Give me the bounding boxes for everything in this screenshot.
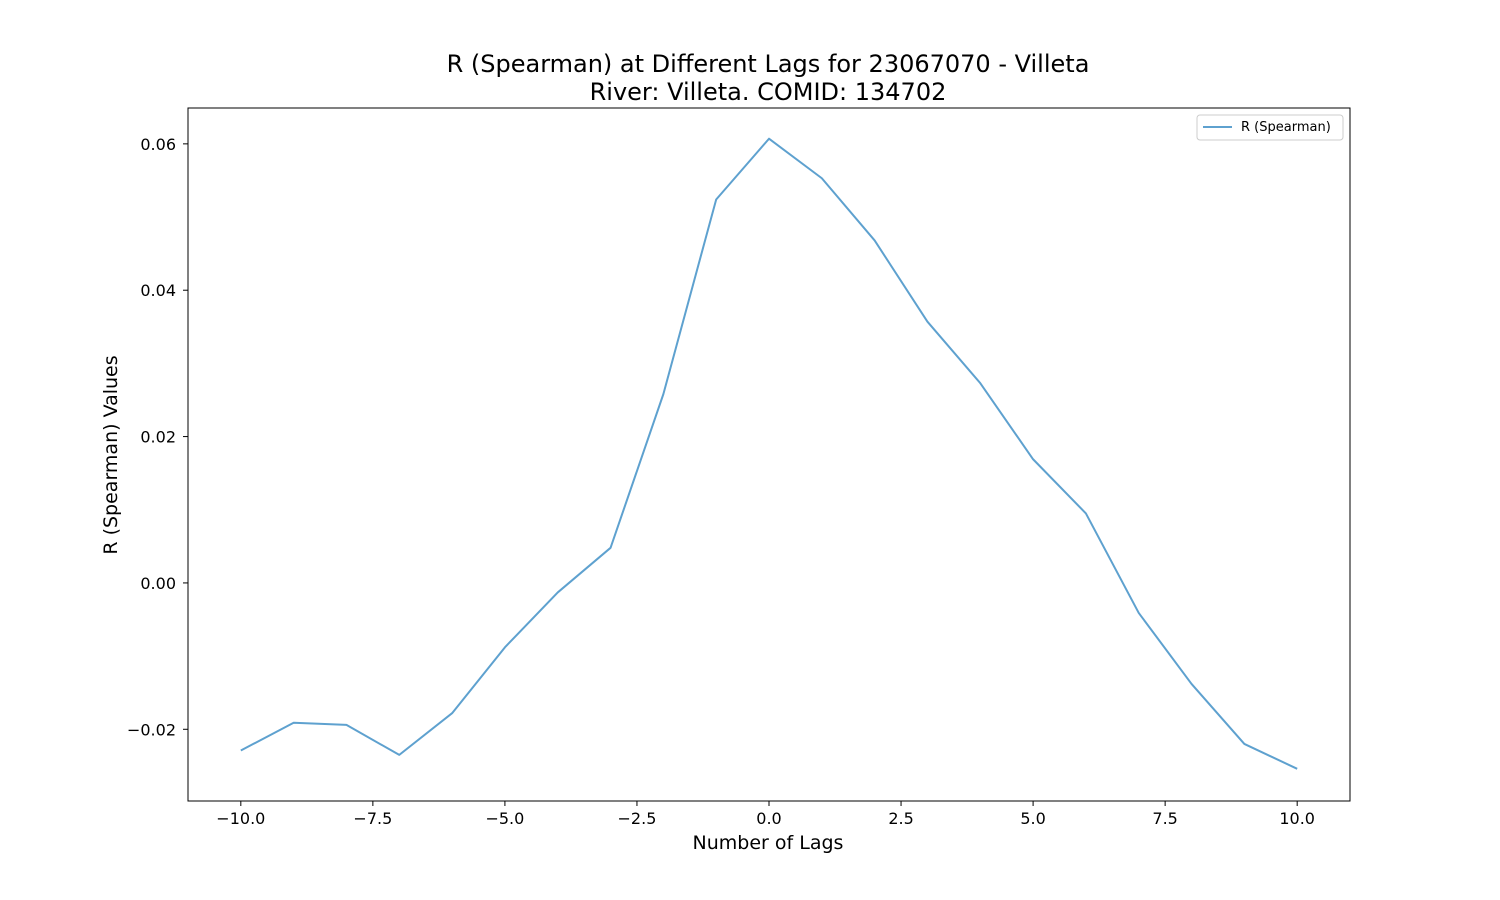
legend-label: R (Spearman) [1241, 120, 1331, 135]
series-layer [240, 137, 1298, 770]
y-tick-label: 0.02 [140, 428, 176, 447]
axes-frame [187, 107, 1351, 802]
x-tick-label: −10.0 [216, 809, 265, 828]
plot-area: −10.0 −7.5 −5.0 −2.5 0.0 2.5 5.0 7.5 10.0 −0.02 0… [127, 107, 1351, 828]
y-axis-label: R (Spearman) Values [100, 355, 122, 554]
y-tick-label: 0.06 [140, 135, 176, 154]
chart-title: R (Spearman) at Different Lags for 23067… [447, 50, 1090, 78]
x-tick-label: −2.5 [618, 809, 657, 828]
y-tick-label: 0.00 [140, 574, 176, 593]
x-tick-label: 5.0 [1020, 809, 1045, 828]
y-axis-ticks: −0.02 0.00 0.02 0.04 0.06 [127, 135, 188, 739]
x-tick-label: −7.5 [353, 809, 392, 828]
x-tick-label: 0.0 [756, 809, 781, 828]
legend: R (Spearman) [1196, 114, 1344, 141]
x-tick-label: 2.5 [888, 809, 913, 828]
legend-box [1196, 114, 1344, 141]
y-tick-label: −0.02 [127, 720, 176, 739]
x-axis-ticks: −10.0 −7.5 −5.0 −2.5 0.0 2.5 5.0 7.5 10.0 [216, 801, 1315, 828]
x-tick-label: 7.5 [1152, 809, 1177, 828]
chart-subtitle: River: Villeta. COMID: 134702 [590, 78, 947, 106]
x-tick-label: 10.0 [1279, 809, 1315, 828]
series-line-0 [240, 137, 1298, 770]
x-axis-label: Number of Lags [693, 832, 844, 854]
y-tick-label: 0.04 [140, 281, 176, 300]
x-tick-label: −5.0 [485, 809, 524, 828]
